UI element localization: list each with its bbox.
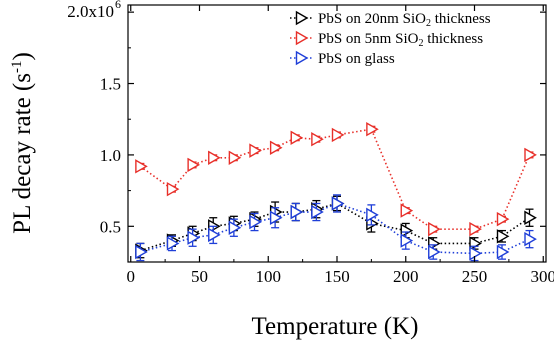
data-point [524, 210, 537, 225]
data-point [166, 181, 180, 197]
legend-label-subscript: 2 [426, 18, 431, 29]
data-point [524, 147, 537, 163]
data-point [331, 127, 345, 143]
legend-label-suffix: thickness [431, 11, 491, 27]
data-point [135, 159, 148, 174]
y-tick-label: 2.0x10 [67, 2, 114, 21]
series-line [140, 202, 530, 255]
x-tick-label: 300 [531, 267, 554, 286]
data-point [524, 231, 537, 247]
legend-label-text: PbS on 20nm SiO [318, 11, 426, 27]
legend-label: PbS on glass [318, 51, 395, 67]
data-point [400, 233, 414, 248]
x-tick-label: 50 [191, 267, 208, 286]
x-tick-label: 200 [393, 267, 419, 286]
data-point [496, 244, 510, 260]
data-point [187, 157, 201, 173]
legend-label: PbS on 20nm SiO2 thickness [318, 11, 491, 29]
legend-label-text: PbS on glass [318, 51, 395, 67]
legend-label: PbS on 5nm SiO2 thickness [318, 31, 483, 49]
legend-label-subscript: 2 [418, 38, 423, 49]
series-line [139, 128, 531, 230]
y-axis-label-text: PL decay rate (s [9, 73, 36, 234]
y-tick-label: 1.5 [100, 75, 121, 94]
x-tick-label: 150 [324, 267, 350, 286]
y-tick-exponent: 6 [115, 0, 121, 11]
data-point [469, 221, 482, 237]
data-point [428, 244, 441, 260]
y-tick-label: 1.0 [100, 146, 121, 165]
data-point [469, 246, 482, 261]
y-axis-label-superscript: -1 [9, 61, 25, 74]
data-point [290, 204, 304, 220]
data-point [208, 150, 221, 165]
legend-marker [295, 10, 309, 26]
data-point [311, 132, 324, 147]
x-tick-label: 100 [256, 267, 282, 286]
data-point [249, 143, 262, 158]
x-tick-label: 0 [127, 267, 136, 286]
data-point [135, 244, 148, 260]
axes: 0 50 100 150 200 250 300 0.5 1.0 1.5 2.0x10 6 [67, 0, 554, 286]
data-point [311, 204, 324, 220]
y-tick-label: 0.5 [100, 217, 121, 236]
data-point [208, 227, 221, 243]
data-point [496, 229, 510, 244]
data-point [249, 214, 262, 230]
legend-marker [295, 30, 309, 46]
y-axis-label-close: ) [9, 52, 36, 60]
plot-area [135, 122, 537, 262]
data-point [496, 211, 510, 227]
series-line [140, 202, 530, 252]
data-point [166, 236, 180, 251]
legend-label-text: PbS on 5nm SiO [318, 31, 419, 47]
data-point [269, 210, 283, 225]
data-point [228, 150, 242, 165]
data-point [428, 221, 441, 237]
data-point [366, 207, 379, 223]
legend-marker [295, 50, 309, 66]
data-point [428, 236, 441, 251]
data-point [400, 203, 414, 218]
data-point [366, 216, 379, 231]
data-point [228, 220, 242, 235]
data-point [400, 223, 414, 238]
data-point [366, 122, 379, 137]
y-axis-label: PL decay rate (s-1) [9, 52, 36, 234]
data-point [290, 130, 304, 145]
legend-label-suffix: thickness [423, 31, 483, 47]
x-tick-label: 250 [462, 267, 488, 286]
x-axis-label: Temperature (K) [252, 313, 419, 340]
data-point [331, 196, 345, 211]
data-point [269, 140, 283, 155]
data-point [187, 230, 201, 245]
